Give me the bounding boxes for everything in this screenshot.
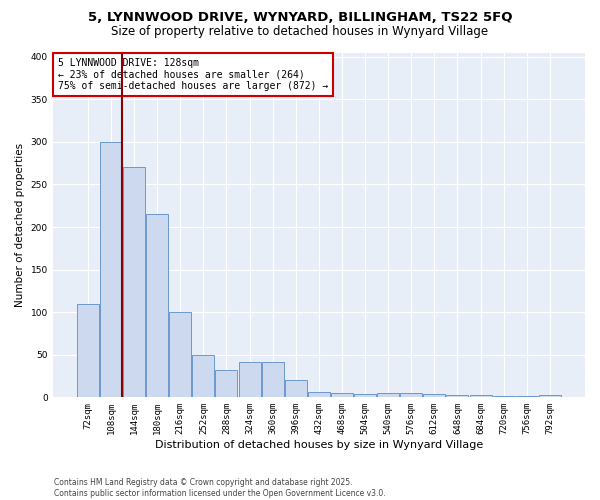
- Bar: [354, 394, 376, 398]
- Bar: [77, 304, 99, 398]
- Bar: [377, 393, 399, 398]
- Bar: [262, 362, 284, 398]
- Bar: [446, 395, 469, 398]
- Bar: [215, 370, 238, 398]
- Bar: [470, 395, 491, 398]
- Text: Size of property relative to detached houses in Wynyard Village: Size of property relative to detached ho…: [112, 24, 488, 38]
- Bar: [193, 355, 214, 398]
- Bar: [123, 168, 145, 398]
- Bar: [169, 312, 191, 398]
- Bar: [516, 396, 538, 398]
- Bar: [331, 393, 353, 398]
- Text: 5, LYNNWOOD DRIVE, WYNYARD, BILLINGHAM, TS22 5FQ: 5, LYNNWOOD DRIVE, WYNYARD, BILLINGHAM, …: [88, 11, 512, 24]
- X-axis label: Distribution of detached houses by size in Wynyard Village: Distribution of detached houses by size …: [155, 440, 483, 450]
- Bar: [493, 396, 515, 398]
- Bar: [424, 394, 445, 398]
- Bar: [239, 362, 260, 398]
- Text: Contains HM Land Registry data © Crown copyright and database right 2025.
Contai: Contains HM Land Registry data © Crown c…: [54, 478, 386, 498]
- Bar: [146, 214, 168, 398]
- Bar: [400, 393, 422, 398]
- Bar: [308, 392, 330, 398]
- Bar: [100, 142, 122, 398]
- Bar: [539, 395, 561, 398]
- Bar: [285, 380, 307, 398]
- Text: 5 LYNNWOOD DRIVE: 128sqm
← 23% of detached houses are smaller (264)
75% of semi-: 5 LYNNWOOD DRIVE: 128sqm ← 23% of detach…: [58, 58, 328, 91]
- Y-axis label: Number of detached properties: Number of detached properties: [15, 143, 25, 307]
